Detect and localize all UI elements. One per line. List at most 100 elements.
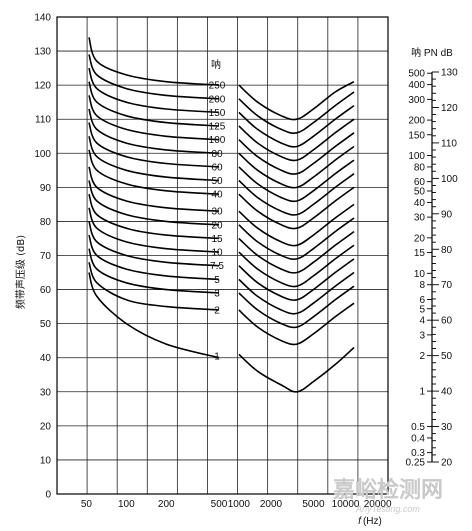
curve-label: 100 (209, 135, 226, 146)
curve-left-40 (88, 149, 220, 195)
curve-right-7.5 (238, 258, 355, 301)
noy-label: 200 (408, 116, 425, 127)
pndb-label: 70 (441, 280, 453, 291)
curve-left-60 (88, 122, 220, 168)
curve-right-80 (238, 145, 355, 189)
curve-label: 250 (209, 81, 226, 92)
noy-label: 10 (414, 269, 426, 280)
x-tick-label: 50 (81, 499, 93, 510)
noy-label: 150 (408, 130, 425, 141)
curve-label: 60 (211, 162, 223, 173)
noy-label: 4 (419, 316, 425, 327)
pndb-label: 130 (441, 68, 458, 79)
curve-right-150 (238, 104, 355, 148)
y-tick-label: 110 (35, 115, 51, 126)
noy-label: 60 (414, 177, 426, 188)
curve-label: 125 (209, 122, 226, 133)
y-tick-label: 30 (40, 387, 52, 398)
curve-labels: 250 200 150 125 100 80 60 50 40 30 20 15 10 7.5 5 3 2 1 (209, 81, 226, 363)
y-axis-ticks: 0 10 20 30 40 50 60 70 80 90 100 110 120 130 140 (34, 13, 51, 501)
y-tick-label: 120 (34, 81, 51, 92)
curve-label: 40 (211, 190, 223, 201)
y-tick-label: 50 (40, 319, 52, 330)
curve-right-40 (238, 186, 355, 230)
curve-label: 10 (211, 248, 223, 259)
noy-label: 40 (414, 198, 426, 209)
curve-left-3 (88, 248, 220, 294)
curve-left-150 (88, 67, 220, 114)
curve-left-80 (88, 108, 220, 155)
noy-label: 2 (419, 351, 425, 362)
curve-right-5 (238, 271, 355, 315)
noy-label: 0.3 (411, 448, 425, 459)
curve-label: 3 (214, 288, 220, 299)
right-scale-title: 呐 PN dB (411, 46, 453, 59)
curve-label: 20 (211, 220, 223, 231)
noy-label: 0.25 (406, 458, 426, 469)
noy-label: 80 (414, 162, 426, 173)
y-tick-label: 70 (40, 251, 52, 262)
noy-label: 1 (419, 387, 425, 398)
curve-left-30 (88, 166, 220, 212)
noy-label: 0.4 (411, 433, 425, 444)
noy-label: 300 (408, 95, 425, 106)
y-tick-label: 20 (40, 421, 52, 432)
noy-label: 0.5 (411, 422, 425, 433)
curve-label: 30 (211, 207, 223, 218)
curve-left-200 (88, 54, 220, 100)
y-tick-label: 10 (40, 455, 52, 466)
y-tick-label: 40 (40, 353, 52, 364)
curve-left-5 (88, 234, 220, 281)
pndb-label: 90 (441, 209, 453, 220)
curve-right-60 (238, 159, 355, 203)
curve-label: 50 (211, 176, 223, 187)
curve-label: 200 (209, 94, 226, 105)
curve-label: 80 (211, 149, 223, 160)
x-tick-label: 500 (211, 499, 228, 510)
pndb-label: 30 (441, 422, 453, 433)
pndb-label: 100 (441, 174, 458, 185)
x-tick-label: 2000 (260, 499, 283, 510)
x-tick-label: 1000 (228, 499, 251, 510)
y-tick-label: 0 (45, 490, 51, 501)
curve-right-30 (238, 203, 355, 247)
x-axis-label: f (Hz) (358, 516, 382, 527)
curve-label: 2 (214, 306, 220, 317)
curve-label: 150 (209, 108, 226, 119)
pndb-label: 120 (441, 103, 458, 114)
noy-label: 50 (414, 186, 426, 197)
curve-right-20 (238, 217, 355, 261)
y-tick-label: 60 (40, 285, 52, 296)
noy-label: 500 (408, 69, 425, 80)
pndb-label: 20 (441, 458, 453, 469)
y-tick-label: 140 (34, 13, 51, 24)
y-tick-label: 100 (34, 149, 51, 160)
noy-label: 6 (419, 295, 425, 306)
x-tick-label: 200 (158, 499, 175, 510)
chart-grid (56, 16, 389, 495)
x-tick-label: 100 (118, 499, 135, 510)
curve-left-1 (88, 272, 220, 359)
curve-left-125 (88, 81, 220, 127)
noy-label: 8 (419, 280, 425, 291)
curve-right-50 (238, 173, 355, 216)
curve-label: 7.5 (210, 261, 224, 272)
curve-right-10 (238, 244, 355, 288)
curve-label: 15 (211, 234, 223, 245)
curve-right-3 (238, 285, 355, 329)
curve-left-20 (88, 180, 220, 226)
curves (88, 37, 355, 393)
x-tick-label: 20000 (364, 499, 392, 510)
y-tick-label: 90 (40, 183, 52, 194)
noy-label: 15 (414, 248, 426, 259)
x-tick-label: 5000 (302, 499, 325, 510)
curve-right-15 (238, 230, 355, 274)
curve-left-100 (88, 95, 220, 141)
noy-label: 30 (414, 213, 426, 224)
pndb-label: 40 (441, 387, 453, 398)
pndb-label: 50 (441, 351, 453, 362)
y-tick-label: 130 (34, 47, 51, 58)
curve-left-10 (88, 207, 220, 253)
curve-left-250 (88, 37, 220, 86)
